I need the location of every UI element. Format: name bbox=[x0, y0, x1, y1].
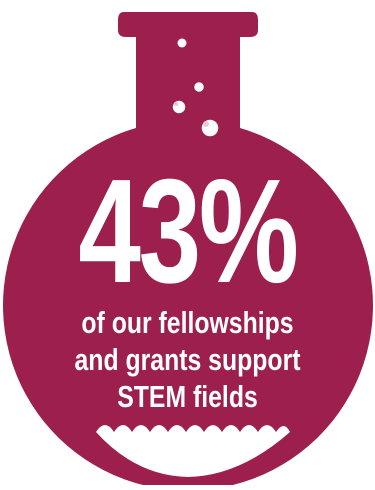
stat-caption: of our fellowships and grants support ST… bbox=[38, 304, 338, 415]
stat-value: 43% bbox=[78, 149, 299, 314]
caption-line: STEM fields bbox=[117, 379, 258, 414]
flask-liquid bbox=[96, 425, 290, 477]
flask-shape bbox=[3, 12, 373, 490]
bubble-highlight bbox=[173, 101, 179, 107]
bubble-icon bbox=[177, 38, 187, 48]
bubble-icon bbox=[192, 80, 206, 94]
caption-line: of our fellowships bbox=[81, 305, 294, 340]
caption-line: and grants support bbox=[74, 342, 301, 377]
bubble-highlight bbox=[203, 121, 209, 127]
